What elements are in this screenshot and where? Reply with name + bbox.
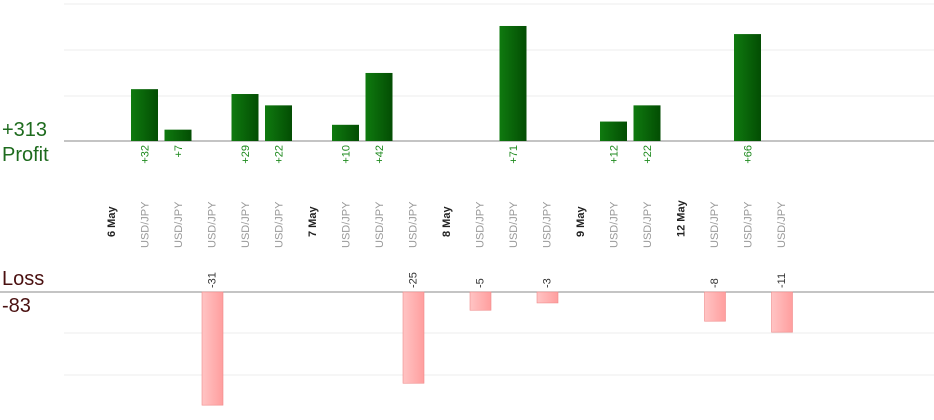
- profit-bar: [164, 129, 192, 141]
- profit-bar: [365, 72, 393, 141]
- profit-bar: [332, 124, 359, 141]
- profit-value-label: +22: [642, 145, 654, 164]
- loss-bar: [402, 291, 425, 384]
- pair-label: USD/JPY: [408, 201, 420, 248]
- loss-bar: [771, 291, 793, 333]
- pair-label: USD/JPY: [240, 201, 252, 248]
- loss-value-label: -8: [709, 278, 721, 288]
- date-label: 7 May: [307, 206, 319, 237]
- date-label: 6 May: [106, 206, 118, 237]
- pair-label: USD/JPY: [743, 201, 755, 248]
- pair-label: USD/JPY: [508, 201, 520, 248]
- profit-value-label: +42: [374, 145, 386, 164]
- loss-value-label: -3: [542, 278, 554, 288]
- loss-label: Loss: [2, 268, 45, 290]
- loss-value-label: -11: [776, 273, 788, 288]
- loss-total: -83: [2, 295, 31, 317]
- loss-value-label: -5: [475, 278, 487, 288]
- profit-value-label: +22: [274, 145, 286, 164]
- pair-label: USD/JPY: [341, 201, 353, 248]
- profit-bar: [633, 105, 661, 141]
- loss-value-label: -25: [408, 272, 420, 288]
- pair-label: USD/JPY: [374, 201, 386, 248]
- profit-value-label: +10: [341, 145, 353, 164]
- profit-label: Profit: [2, 144, 49, 166]
- profit-bar: [231, 94, 259, 141]
- pair-label: USD/JPY: [475, 201, 487, 248]
- profit-value-label: +12: [609, 145, 621, 164]
- date-label: 12 May: [676, 199, 688, 237]
- loss-value-label: -31: [207, 272, 219, 288]
- profit-bar: [600, 121, 627, 141]
- profit-bar: [265, 105, 292, 141]
- loss-bar: [536, 291, 559, 304]
- date-label: 9 May: [575, 206, 587, 237]
- pair-label: USD/JPY: [709, 201, 721, 248]
- profit-bar: [499, 25, 527, 142]
- pair-label: USD/JPY: [642, 201, 654, 248]
- loss-bar: [469, 291, 492, 311]
- loss-bar: [704, 291, 726, 322]
- profit-value-label: +29: [240, 145, 252, 164]
- profit-total: +313: [2, 119, 48, 141]
- profit-value-label: +32: [140, 145, 152, 164]
- profit-value-label: +7: [173, 145, 185, 158]
- pair-label: USD/JPY: [173, 201, 185, 248]
- gridlines: [0, 3, 934, 376]
- date-label: 8 May: [441, 206, 453, 237]
- pair-label: USD/JPY: [140, 201, 152, 248]
- pair-label: USD/JPY: [776, 201, 788, 248]
- chart-marks: 6 May USD/JPY +32 USD/JPY +7 USD/JPY -31 USD/JP…: [106, 25, 793, 406]
- loss-bar: [201, 291, 224, 406]
- pair-label: USD/JPY: [274, 201, 286, 248]
- profit-bar: [734, 34, 761, 141]
- profit-value-label: +71: [508, 145, 520, 164]
- pair-label: USD/JPY: [207, 201, 219, 248]
- profit-bar: [131, 89, 158, 141]
- pair-label: USD/JPY: [542, 201, 554, 248]
- profit-value-label: +66: [743, 145, 755, 164]
- pair-label: USD/JPY: [609, 201, 621, 248]
